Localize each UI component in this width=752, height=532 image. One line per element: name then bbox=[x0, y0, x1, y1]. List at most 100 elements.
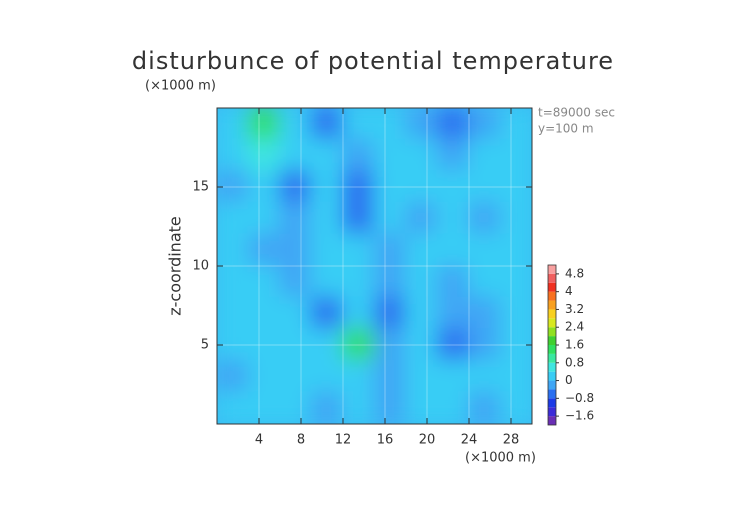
field-cell bbox=[499, 391, 532, 424]
field-cell bbox=[342, 391, 376, 424]
field-cell bbox=[373, 359, 407, 394]
x-tick-label: 12 bbox=[335, 433, 352, 448]
field-cell bbox=[405, 391, 439, 424]
field-cell bbox=[436, 265, 470, 299]
field-cell bbox=[436, 138, 470, 173]
x-tick-label: 8 bbox=[297, 433, 305, 448]
field-cell bbox=[247, 108, 281, 141]
field-cell bbox=[436, 108, 470, 141]
field-cell bbox=[405, 138, 439, 173]
field-cell bbox=[499, 233, 532, 267]
field-cells bbox=[217, 108, 532, 424]
y-tick-label: 15 bbox=[192, 180, 209, 195]
field-cell bbox=[373, 265, 407, 299]
field-cell bbox=[468, 391, 502, 424]
field-cell bbox=[217, 201, 250, 236]
field-cell bbox=[310, 108, 344, 141]
x-axis-label: (×1000 m) bbox=[465, 451, 536, 466]
field-cell bbox=[247, 359, 281, 394]
colorbar-swatch bbox=[548, 353, 556, 363]
field-cell bbox=[405, 201, 439, 236]
field-cell bbox=[279, 391, 313, 424]
field-cell bbox=[342, 233, 376, 267]
field-cell bbox=[342, 359, 376, 394]
colorbar-tick-label: 4 bbox=[565, 284, 573, 298]
field-cell bbox=[342, 265, 376, 299]
field-cell bbox=[468, 233, 502, 267]
x-tick-label: 20 bbox=[419, 433, 436, 448]
field-cell bbox=[217, 233, 250, 267]
colorbar-swatch bbox=[548, 380, 556, 390]
colorbar-swatch bbox=[548, 265, 556, 274]
colorbar-swatch bbox=[548, 327, 556, 337]
colorbar-swatch bbox=[548, 371, 556, 381]
field-cell bbox=[310, 201, 344, 236]
field-cell bbox=[468, 201, 502, 236]
field-cell bbox=[342, 170, 376, 204]
colorbar-swatch bbox=[548, 389, 556, 399]
contour-field bbox=[217, 108, 532, 424]
field-cell bbox=[217, 265, 250, 299]
field-cell bbox=[373, 391, 407, 424]
axes: 4 8 12 16 20 24 28 5 10 15 −1.6 −0.8 0 0.8 1.6 2.4 3.2 4 4… bbox=[192, 107, 594, 448]
field-cell bbox=[279, 328, 313, 362]
chart-title: disturbunce of potential temperature bbox=[132, 47, 614, 75]
field-cell bbox=[247, 265, 281, 299]
colorbar-swatch bbox=[548, 300, 556, 310]
field-cell bbox=[279, 138, 313, 173]
colorbar-swatch bbox=[548, 362, 556, 372]
colorbar-tick-label: 0 bbox=[565, 373, 573, 387]
field-cell bbox=[373, 233, 407, 267]
colorbar-swatch bbox=[548, 309, 556, 319]
field-cell bbox=[436, 359, 470, 394]
field-cell bbox=[279, 233, 313, 267]
field-cell bbox=[499, 108, 532, 141]
field-cell bbox=[373, 170, 407, 204]
field-cell bbox=[405, 233, 439, 267]
colorbar-tick-label: 1.6 bbox=[565, 338, 584, 352]
field-cell bbox=[310, 328, 344, 362]
x-tick-label: 28 bbox=[503, 433, 520, 448]
field-cell bbox=[468, 359, 502, 394]
field-cell bbox=[247, 201, 281, 236]
field-cell bbox=[279, 265, 313, 299]
x-tick-label: 16 bbox=[377, 433, 394, 448]
colorbar-swatch bbox=[548, 407, 556, 417]
field-cell bbox=[405, 170, 439, 204]
field-cell bbox=[342, 296, 376, 331]
field-cell bbox=[468, 296, 502, 331]
field-cell bbox=[310, 170, 344, 204]
field-cell bbox=[247, 328, 281, 362]
field-cell bbox=[436, 170, 470, 204]
field-cell bbox=[499, 359, 532, 394]
colorbar-swatch bbox=[548, 291, 556, 301]
y-tick-label: 10 bbox=[192, 259, 209, 274]
annotation: y=100 m bbox=[538, 122, 594, 136]
field-cell bbox=[468, 328, 502, 362]
field-cell bbox=[310, 265, 344, 299]
field-cell bbox=[279, 359, 313, 394]
x-tick-label: 4 bbox=[255, 433, 263, 448]
field-cell bbox=[247, 391, 281, 424]
colorbar-tick-label: 3.2 bbox=[565, 302, 584, 316]
y-unit: (×1000 m) bbox=[145, 79, 216, 94]
field-cell bbox=[373, 328, 407, 362]
field-cell bbox=[436, 233, 470, 267]
field-cell bbox=[499, 265, 532, 299]
y-axis-label: z-coordinate bbox=[166, 216, 185, 316]
colorbar-tick-label: −0.8 bbox=[565, 391, 594, 405]
field-cell bbox=[310, 359, 344, 394]
field-cell bbox=[436, 328, 470, 362]
field-cell bbox=[217, 359, 250, 394]
field-cell bbox=[247, 296, 281, 331]
x-tick-label: 24 bbox=[461, 433, 478, 448]
field-cell bbox=[499, 201, 532, 236]
field-cell bbox=[405, 296, 439, 331]
field-cell bbox=[217, 296, 250, 331]
colorbar-tick-label: 2.4 bbox=[565, 320, 584, 334]
field-cell bbox=[468, 170, 502, 204]
field-cell bbox=[279, 296, 313, 331]
field-cell bbox=[405, 359, 439, 394]
field-cell bbox=[310, 296, 344, 331]
